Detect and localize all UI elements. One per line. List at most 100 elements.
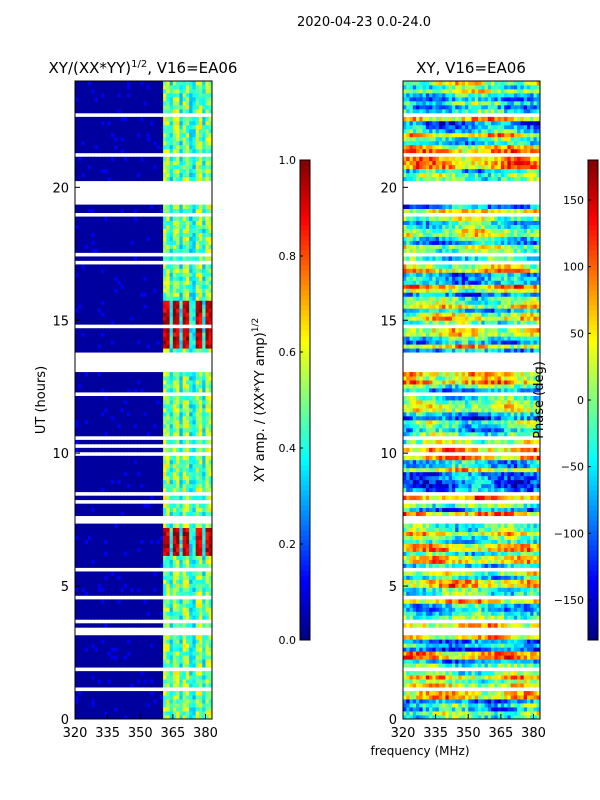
amplitude-cell [169, 635, 174, 640]
amplitude-cell [208, 132, 213, 138]
amplitude-cell [153, 523, 157, 528]
amplitude-cell [150, 220, 154, 225]
amplitude-cell [140, 340, 144, 345]
amplitude-cell [189, 559, 193, 564]
amplitude-cell [127, 304, 131, 309]
amplitude-cell [140, 264, 144, 269]
amplitude-cell [127, 439, 131, 445]
amplitude-cell [163, 228, 167, 233]
amplitude-cell [179, 507, 184, 513]
amplitude-cell [172, 615, 177, 620]
amplitude-cell [123, 132, 128, 138]
amplitude-cell [153, 663, 157, 668]
amplitude-cell [104, 140, 109, 146]
amplitude-cell [156, 587, 161, 592]
amplitude-cell [114, 439, 118, 445]
amplitude-cell [202, 575, 206, 580]
amplitude-cell [81, 455, 86, 461]
amplitude-cell [81, 423, 86, 429]
amplitude-cell [176, 204, 180, 209]
amplitude-cell [114, 256, 118, 261]
amplitude-cell [182, 332, 187, 337]
amplitude-cell [198, 647, 203, 652]
amplitude-cell [114, 599, 118, 604]
amplitude-cell [97, 344, 102, 349]
amplitude-cell [153, 635, 157, 640]
amplitude-cell [169, 535, 174, 540]
amplitude-cell [179, 535, 184, 540]
amplitude-cell [91, 539, 95, 544]
amplitude-cell [185, 679, 190, 684]
amplitude-cell [205, 204, 210, 209]
amplitude-cell [146, 607, 151, 612]
amplitude-cell [97, 168, 102, 174]
amplitude-cell [107, 220, 112, 225]
amplitude-cell [179, 140, 184, 146]
amplitude-cell [94, 276, 99, 281]
amplitude-cell [104, 232, 109, 237]
amplitude-cell [182, 539, 187, 544]
amplitude-cell [202, 272, 206, 277]
amplitude-cell [114, 655, 118, 660]
amplitude-cell [78, 527, 82, 532]
amplitude-cell [91, 156, 95, 162]
amplitude-cell [75, 431, 79, 437]
amplitude-cell [150, 603, 154, 608]
amplitude-cell [172, 711, 177, 716]
amplitude-cell [104, 148, 109, 154]
amplitude-cell [182, 308, 187, 313]
amplitude-cell [172, 344, 177, 349]
amplitude-cell [156, 431, 161, 437]
amplitude-cell [192, 156, 197, 162]
amplitude-cell [143, 455, 148, 461]
amplitude-cell [153, 431, 157, 437]
amplitude-cell [176, 372, 180, 377]
amplitude-cell [189, 208, 193, 213]
amplitude-cell [143, 507, 148, 513]
amplitude-cell [136, 535, 141, 540]
amplitude-cell [130, 248, 135, 253]
amplitude-cell [107, 168, 112, 174]
amplitude-cell [198, 575, 203, 580]
amplitude-cell [166, 208, 170, 213]
amplitude-cell [192, 312, 197, 317]
amplitude-cell [91, 304, 95, 309]
amplitude-cell [75, 232, 79, 237]
amplitude-cell [110, 563, 115, 568]
amplitude-cell [107, 711, 112, 716]
amplitude-cell [101, 579, 105, 584]
amplitude-cell [104, 591, 109, 596]
amplitude-cell [192, 459, 197, 465]
amplitude-cell [156, 388, 161, 393]
amplitude-cell [208, 423, 213, 429]
amplitude-cell [110, 236, 115, 241]
amplitude-cell [159, 144, 164, 150]
amplitude-cell [81, 396, 86, 401]
amplitude-cell [104, 611, 109, 616]
amplitude-cell [163, 495, 167, 501]
amplitude-cell [97, 396, 102, 401]
amplitude-cell [146, 571, 151, 576]
amplitude-cell [150, 447, 154, 453]
amplitude-cell [192, 531, 197, 536]
amplitude-cell [75, 407, 79, 413]
amplitude-cell [163, 483, 167, 489]
amplitude-cell [163, 224, 167, 229]
amplitude-cell [127, 643, 131, 648]
amplitude-cell [202, 411, 206, 417]
amplitude-cell [91, 683, 95, 688]
amplitude-cell [202, 551, 206, 556]
amplitude-cell [205, 419, 210, 425]
amplitude-cell [140, 547, 144, 552]
amplitude-cell [143, 551, 148, 556]
amplitude-cell [172, 583, 177, 588]
amplitude-cell [130, 148, 135, 154]
amplitude-cell [91, 164, 95, 170]
amplitude-cell [133, 711, 138, 716]
amplitude-cell [94, 332, 99, 337]
amplitude-cell [202, 647, 206, 652]
amplitude-cell [163, 340, 167, 345]
amplitude-cell [179, 280, 184, 285]
amplitude-cell [81, 659, 86, 664]
amplitude-cell [97, 384, 102, 389]
